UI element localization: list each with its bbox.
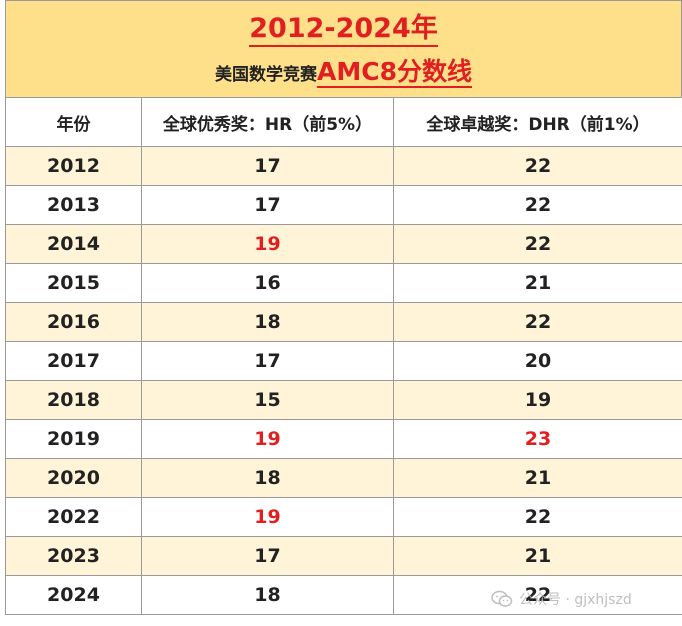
cell-dhr-score: 20	[393, 341, 682, 381]
cell-dhr-score: 22	[393, 302, 682, 342]
table-body: 2012 17 22 2013 17 22 2014 19 22 2015 16 21 2016 18 22…	[5, 146, 682, 615]
wechat-icon	[491, 590, 513, 607]
cell-year: 2014	[5, 224, 142, 264]
cell-year: 2023	[5, 536, 142, 576]
cell-dhr-score: 21	[393, 536, 682, 576]
cell-year: 2017	[5, 341, 142, 381]
cell-year: 2019	[5, 419, 142, 459]
cell-dhr-score: 19	[393, 380, 682, 420]
table-row: 2012 17 22	[5, 146, 682, 186]
cell-year: 2020	[5, 458, 142, 498]
cell-hr-score: 19	[141, 497, 394, 537]
cell-dhr-score: 22	[393, 146, 682, 186]
cell-hr-score: 15	[141, 380, 394, 420]
cell-hr-score: 17	[141, 536, 394, 576]
title-year-range-text: 2012-2024年	[249, 13, 438, 47]
cell-hr-score: 18	[141, 458, 394, 498]
header-dhr: 全球卓越奖：DHR（前1%）	[393, 97, 682, 147]
cell-dhr-score: 23	[393, 419, 682, 459]
cell-dhr-score: 22	[393, 224, 682, 264]
cell-dhr-score: 21	[393, 458, 682, 498]
cell-year: 2018	[5, 380, 142, 420]
cell-year: 2022	[5, 497, 142, 537]
cell-hr-score: 18	[141, 302, 394, 342]
table-row: 2016 18 22	[5, 302, 682, 342]
watermark: 公众号 · gjxhjszd	[491, 588, 632, 610]
cell-dhr-score: 22	[393, 497, 682, 537]
cell-hr-score: 17	[141, 146, 394, 186]
cell-year: 2016	[5, 302, 142, 342]
subtitle-prefix: 美国数学竞赛	[215, 65, 318, 85]
cell-hr-score: 16	[141, 263, 394, 303]
title-banner: 2012-2024年 美国数学竞赛AMC8分数线	[5, 0, 682, 98]
score-table: 年份 全球优秀奖：HR（前5%） 全球卓越奖：DHR（前1%） 2012 17 22…	[5, 97, 682, 615]
table-row: 2022 19 22	[5, 497, 682, 537]
cell-hr-score: 19	[141, 419, 394, 459]
cell-hr-score: 19	[141, 224, 394, 264]
title-year-range: 2012-2024年	[6, 13, 681, 47]
table-row: 2019 19 23	[5, 419, 682, 459]
cell-dhr-score: 22	[393, 185, 682, 225]
table-row: 2015 16 21	[5, 263, 682, 303]
header-hr: 全球优秀奖：HR（前5%）	[141, 97, 394, 147]
cell-year: 2024	[5, 575, 142, 615]
table-row: 2014 19 22	[5, 224, 682, 264]
header-year: 年份	[5, 97, 142, 147]
table-header-row: 年份 全球优秀奖：HR（前5%） 全球卓越奖：DHR（前1%）	[5, 97, 682, 147]
cell-hr-score: 17	[141, 341, 394, 381]
cell-hr-score: 18	[141, 575, 394, 615]
table-row: 2013 17 22	[5, 185, 682, 225]
score-sheet: 2012-2024年 美国数学竞赛AMC8分数线 年份 全球优秀奖：HR（前5%…	[5, 0, 682, 626]
cell-year: 2012	[5, 146, 142, 186]
subtitle-accent: AMC8分数线	[317, 57, 472, 88]
table-row: 2017 17 20	[5, 341, 682, 381]
cell-year: 2015	[5, 263, 142, 303]
cell-dhr-score: 21	[393, 263, 682, 303]
table-row: 2023 17 21	[5, 536, 682, 576]
cell-hr-score: 17	[141, 185, 394, 225]
cell-year: 2013	[5, 185, 142, 225]
title-subtitle: 美国数学竞赛AMC8分数线	[6, 57, 681, 90]
watermark-text: 公众号 · gjxhjszd	[519, 592, 632, 608]
table-row: 2018 15 19	[5, 380, 682, 420]
table-row: 2020 18 21	[5, 458, 682, 498]
